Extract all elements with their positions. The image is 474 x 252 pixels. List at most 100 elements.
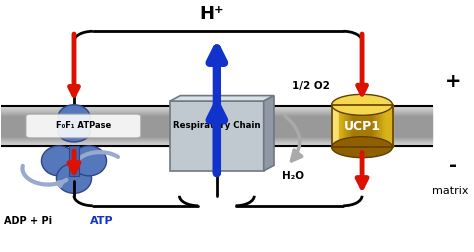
Bar [383, 105, 385, 147]
Ellipse shape [332, 94, 392, 115]
Bar [361, 105, 362, 147]
Bar [1, 109, 432, 110]
Bar [170, 101, 264, 171]
Ellipse shape [72, 146, 107, 176]
Bar [350, 105, 351, 147]
Bar [1, 123, 432, 124]
Bar [341, 105, 342, 147]
Bar [365, 105, 366, 147]
Text: H⁺: H⁺ [200, 5, 225, 23]
Text: H₂O: H₂O [283, 171, 304, 181]
Text: F₀F₁ ATPase: F₀F₁ ATPase [56, 121, 111, 131]
Bar [1, 120, 432, 121]
Bar [339, 105, 341, 147]
Ellipse shape [58, 105, 90, 130]
Bar [348, 105, 350, 147]
Bar [1, 122, 432, 123]
Bar [1, 141, 432, 142]
Bar [1, 119, 432, 120]
Bar [337, 105, 339, 147]
Bar [1, 124, 432, 125]
Text: UCP1: UCP1 [344, 119, 381, 133]
Bar [1, 142, 432, 143]
Bar [1, 125, 432, 126]
Ellipse shape [41, 146, 77, 176]
Bar [1, 130, 432, 131]
Bar [385, 105, 386, 147]
Bar [1, 121, 432, 122]
Bar [373, 105, 374, 147]
Bar [1, 138, 432, 139]
Bar [357, 105, 359, 147]
Ellipse shape [332, 137, 392, 158]
Bar [386, 105, 388, 147]
Text: -: - [449, 156, 457, 175]
Text: 1/2 O2: 1/2 O2 [292, 81, 330, 91]
Bar [351, 105, 353, 147]
Bar [370, 105, 371, 147]
Bar [359, 105, 361, 147]
Bar [1, 131, 432, 132]
Bar [364, 105, 365, 147]
Bar [362, 105, 364, 147]
Polygon shape [264, 96, 274, 171]
Bar [346, 105, 347, 147]
Bar [1, 114, 432, 115]
Bar [1, 145, 432, 146]
Text: ATP: ATP [90, 216, 114, 226]
Bar [1, 133, 432, 134]
Text: ADP + Pi: ADP + Pi [4, 216, 52, 226]
Text: Respiratory Chain: Respiratory Chain [173, 121, 261, 131]
Bar [353, 105, 355, 147]
Bar [382, 105, 383, 147]
Bar [1, 127, 432, 128]
Bar [1, 117, 432, 118]
Bar [1, 139, 432, 140]
Bar [1, 129, 432, 130]
Bar [1, 113, 432, 114]
Bar [1, 126, 432, 127]
Text: +: + [445, 72, 462, 91]
Text: matrix: matrix [432, 186, 468, 196]
Bar [69, 146, 79, 176]
Bar [1, 134, 432, 135]
Bar [366, 105, 368, 147]
Bar [332, 105, 392, 147]
Bar [371, 105, 373, 147]
Bar [1, 106, 432, 107]
Bar [388, 105, 390, 147]
Bar [1, 144, 432, 145]
Bar [1, 140, 432, 141]
Bar [380, 105, 382, 147]
Bar [333, 105, 335, 147]
Bar [1, 110, 432, 111]
Bar [1, 132, 432, 133]
Bar [368, 105, 370, 147]
Bar [356, 105, 357, 147]
Bar [390, 105, 391, 147]
Bar [1, 115, 432, 116]
FancyBboxPatch shape [26, 114, 141, 138]
Bar [1, 135, 432, 136]
Ellipse shape [56, 163, 91, 193]
Bar [355, 105, 356, 147]
Bar [1, 116, 432, 117]
Bar [1, 118, 432, 119]
Bar [379, 105, 380, 147]
Bar [336, 105, 337, 147]
Bar [342, 105, 344, 147]
Bar [1, 143, 432, 144]
Bar [391, 105, 392, 147]
Bar [1, 136, 432, 137]
Ellipse shape [58, 122, 90, 142]
FancyArrowPatch shape [284, 116, 302, 161]
Bar [1, 111, 432, 112]
Bar [335, 105, 336, 147]
Bar [1, 112, 432, 113]
Bar [1, 107, 432, 108]
Bar [376, 105, 377, 147]
Bar [347, 105, 348, 147]
Bar [1, 108, 432, 109]
Bar [377, 105, 379, 147]
Bar [344, 105, 346, 147]
